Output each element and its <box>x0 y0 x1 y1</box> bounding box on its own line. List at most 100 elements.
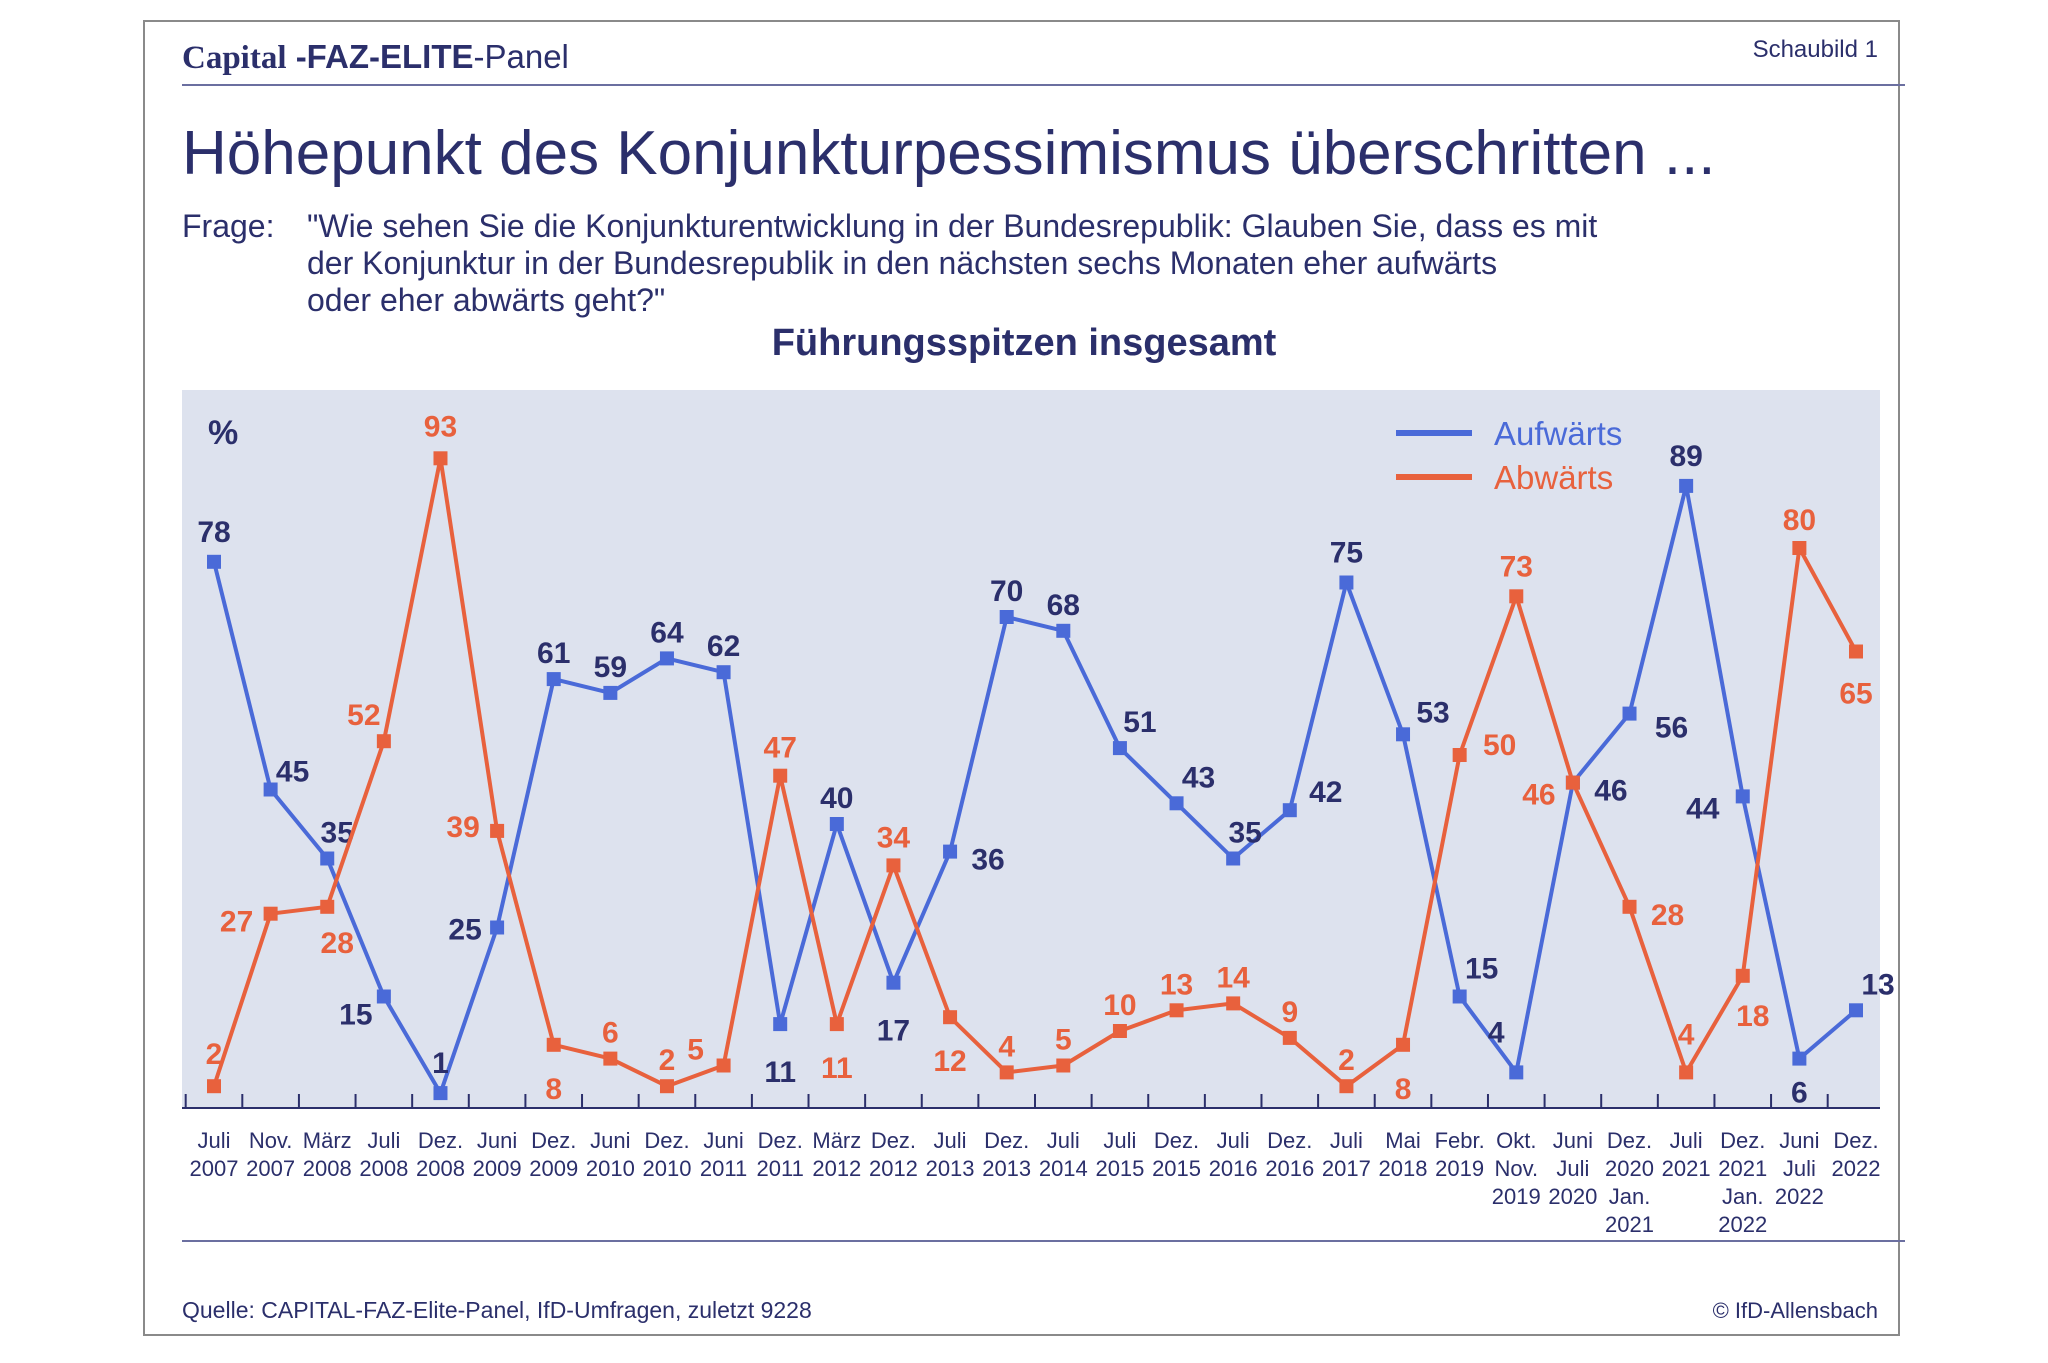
x-tick-label: 2021 <box>1718 1156 1767 1181</box>
data-label-down: 73 <box>1500 550 1533 583</box>
data-label-up: 1 <box>432 1047 449 1080</box>
data-point-up <box>207 554 221 569</box>
data-point-down <box>1112 1024 1127 1038</box>
data-point-down <box>829 1017 844 1032</box>
x-tick-label: März <box>812 1128 861 1153</box>
data-point-up <box>603 685 618 700</box>
data-label-down: 10 <box>1103 989 1136 1022</box>
data-label-up: 15 <box>1465 953 1498 986</box>
x-tick-label: Juli <box>1556 1156 1589 1181</box>
data-label-up: 36 <box>971 844 1004 877</box>
x-tick-label: 2016 <box>1209 1156 1258 1181</box>
data-point-up <box>1282 803 1297 818</box>
data-point-up <box>490 920 505 935</box>
data-point-up <box>1452 989 1467 1004</box>
x-tick-label: 2015 <box>1095 1156 1144 1181</box>
data-label-up: 6 <box>1791 1077 1808 1110</box>
data-point-down <box>1339 1079 1354 1094</box>
x-tick-label: 2010 <box>642 1156 691 1181</box>
x-tick-label: 2008 <box>359 1156 408 1181</box>
data-label-up: 44 <box>1686 792 1720 825</box>
data-point-down <box>490 823 505 838</box>
series-line-down <box>212 456 1858 1089</box>
data-label-up: 70 <box>990 575 1023 608</box>
data-label-down: 2 <box>1338 1044 1355 1077</box>
x-tick-label: Dez. <box>644 1128 689 1153</box>
x-tick-label: 2022 <box>1832 1156 1881 1181</box>
data-label-down: 34 <box>877 821 911 854</box>
data-label-up: 15 <box>339 999 372 1032</box>
data-point-down <box>546 1037 561 1052</box>
x-tick-label: 2007 <box>246 1156 295 1181</box>
brand-panel: -Panel <box>473 38 569 75</box>
data-label-up: 11 <box>764 1056 796 1089</box>
data-point-down <box>716 1058 731 1073</box>
x-tick-label: 2012 <box>812 1156 861 1181</box>
brand-capital: Capital <box>182 40 287 76</box>
data-point-down <box>1622 899 1637 914</box>
brand-faz-elite: -FAZ-ELITE <box>295 38 474 75</box>
data-point-up <box>829 817 844 831</box>
x-tick-label: 2013 <box>926 1156 975 1181</box>
plot-area <box>182 390 1880 1108</box>
data-label-up: 89 <box>1669 440 1702 473</box>
data-label-down: 6 <box>602 1017 619 1050</box>
data-label-down: 14 <box>1216 961 1250 994</box>
data-label-down: 28 <box>321 927 354 960</box>
x-tick-label: 2008 <box>416 1156 465 1181</box>
data-label-down: 4 <box>1678 1018 1695 1051</box>
chart-title: Führungsspitzen insgesamt <box>771 322 1277 364</box>
x-tick-label: Juni <box>1553 1128 1593 1153</box>
data-point-down <box>659 1079 674 1094</box>
x-tick-label: Dez. <box>1154 1128 1199 1153</box>
survey-question: Frage: "Wie sehen Sie die Konjunkturentwi… <box>182 208 1597 319</box>
x-tick-label: Mai <box>1385 1128 1420 1153</box>
data-point-down <box>1452 748 1467 762</box>
data-point-down <box>263 906 278 921</box>
x-tick-label: 2010 <box>586 1156 635 1181</box>
data-point-down <box>1226 996 1241 1011</box>
legend-label-up: Aufwärts <box>1494 415 1622 452</box>
data-point-up <box>376 989 391 1004</box>
y-axis-label: % <box>208 414 238 452</box>
x-tick-label: Febr. <box>1435 1128 1485 1153</box>
data-label-up: 75 <box>1330 537 1363 570</box>
data-label-up: 42 <box>1309 776 1342 809</box>
data-label-up: 35 <box>1228 817 1261 850</box>
data-label-down: 9 <box>1281 996 1298 1029</box>
data-label-down: 8 <box>545 1073 562 1106</box>
source-note: Quelle: CAPITAL-FAZ-Elite-Panel, IfD-Umf… <box>182 1297 812 1323</box>
data-label-down: 12 <box>933 1045 966 1078</box>
data-label-down: 2 <box>206 1038 223 1071</box>
brand-logo: Capital -FAZ-ELITE-Panel <box>182 38 569 77</box>
question-line-1: "Wie sehen Sie die Konjunkturentwicklung… <box>307 208 1598 244</box>
x-tick-label: Juli <box>1217 1128 1250 1153</box>
data-label-up: 56 <box>1655 712 1688 745</box>
data-point-up <box>1112 741 1127 756</box>
top-divider <box>182 84 1905 86</box>
legend-label-down: Abwärts <box>1494 459 1613 496</box>
data-label-up: 78 <box>197 516 230 549</box>
data-point-down <box>1849 644 1863 659</box>
data-label-down: 13 <box>1160 968 1193 1001</box>
data-point-down <box>1792 541 1807 555</box>
x-tick-label: Juli <box>934 1128 967 1153</box>
x-tick-label: Dez. <box>758 1128 803 1153</box>
x-tick-label: Dez. <box>1720 1128 1765 1153</box>
x-tick-label: 2009 <box>529 1156 578 1181</box>
x-tick-label: Dez. <box>418 1128 463 1153</box>
data-point-down <box>433 451 448 466</box>
x-tick-label: Dez. <box>984 1128 1029 1153</box>
data-point-down <box>376 734 391 749</box>
x-tick-label: 2022 <box>1775 1184 1824 1209</box>
data-point-up <box>659 651 674 666</box>
data-label-down: 27 <box>220 906 253 939</box>
series-line-up <box>212 483 1858 1096</box>
data-label-up: 45 <box>276 756 309 789</box>
data-label-down: 28 <box>1651 899 1684 932</box>
x-tick-label: 2021 <box>1605 1212 1654 1237</box>
x-tick-label: Juli <box>1783 1156 1816 1181</box>
question-line-3: oder eher abwärts geht?" <box>307 282 666 318</box>
data-label-up: 59 <box>594 651 627 684</box>
x-tick-label: 2009 <box>473 1156 522 1181</box>
